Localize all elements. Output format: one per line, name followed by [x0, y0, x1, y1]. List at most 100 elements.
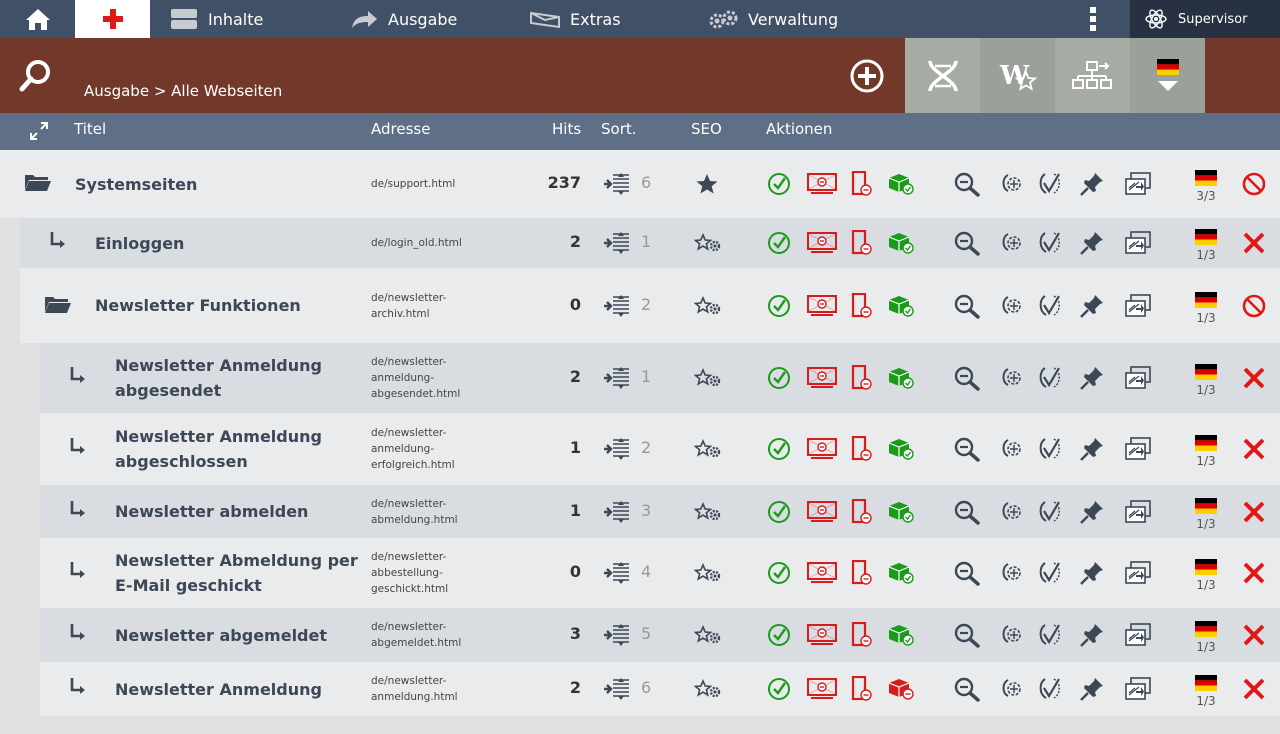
desktop-hidden-button[interactable] [807, 294, 837, 318]
german-flag-button[interactable] [1195, 675, 1217, 691]
preview-button[interactable] [953, 560, 981, 586]
sort-button[interactable] [603, 677, 631, 701]
german-flag-button[interactable] [1195, 364, 1217, 380]
published-button[interactable] [767, 294, 791, 318]
mobile-hidden-button[interactable] [851, 560, 873, 586]
folder-button[interactable] [44, 294, 72, 314]
sort-button[interactable] [603, 231, 631, 255]
sort-button[interactable] [603, 561, 631, 585]
package-ok-button[interactable] [887, 294, 915, 318]
more-menu-button[interactable] [1078, 0, 1108, 38]
table-row[interactable]: Systemseiten de/support.html 237 6 3/3 [0, 150, 1280, 218]
preview-button[interactable] [953, 171, 981, 197]
german-flag-button[interactable] [1195, 621, 1217, 637]
row-title[interactable]: Newsletter Anmeldung abgesendet [115, 356, 322, 400]
german-flag-button[interactable] [1195, 435, 1217, 451]
table-row[interactable]: Newsletter abmelden de/newsletter-abmeldu… [0, 485, 1280, 538]
pin-button[interactable] [1079, 171, 1105, 197]
published-button[interactable] [767, 677, 791, 701]
copy-button[interactable] [1124, 436, 1152, 462]
package-ok-button[interactable] [887, 623, 915, 647]
mobile-hidden-button[interactable] [851, 499, 873, 525]
row-title[interactable]: Newsletter abmelden [115, 502, 309, 521]
desktop-hidden-button[interactable] [807, 437, 837, 461]
table-row[interactable]: Einloggen de/login_old.html 2 1 1/3 [0, 218, 1280, 268]
copy-button[interactable] [1124, 171, 1152, 197]
seo-settings-button[interactable] [694, 368, 722, 388]
desktop-hidden-button[interactable] [807, 172, 837, 196]
table-row[interactable]: Newsletter Anmeldung abgeschlossen de/new… [0, 413, 1280, 485]
desktop-hidden-button[interactable] [807, 500, 837, 524]
published-button[interactable] [767, 366, 791, 390]
pin-button[interactable] [1079, 293, 1105, 319]
preview-button[interactable] [953, 622, 981, 648]
copy-button[interactable] [1124, 560, 1152, 586]
mobile-hidden-button[interactable] [851, 676, 873, 702]
approve-button[interactable] [1037, 171, 1063, 197]
package-ok-button[interactable] [887, 172, 915, 196]
column-sort[interactable]: Sort. [601, 120, 637, 138]
package-ok-button[interactable] [887, 437, 915, 461]
mobile-hidden-button[interactable] [851, 436, 873, 462]
preview-button[interactable] [953, 436, 981, 462]
mobile-hidden-button[interactable] [851, 230, 873, 256]
package-error-button[interactable] [887, 677, 915, 701]
link-button[interactable] [999, 365, 1025, 391]
disabled-button[interactable] [1242, 172, 1266, 196]
published-button[interactable] [767, 172, 791, 196]
sort-button[interactable] [603, 294, 631, 318]
table-row[interactable]: Newsletter Anmeldung abgesendet de/newsle… [0, 343, 1280, 413]
published-button[interactable] [767, 500, 791, 524]
german-flag-button[interactable] [1195, 292, 1217, 308]
link-button[interactable] [999, 622, 1025, 648]
nav-verwaltung[interactable]: Verwaltung [708, 0, 838, 38]
link-button[interactable] [999, 436, 1025, 462]
desktop-hidden-button[interactable] [807, 231, 837, 255]
seo-settings-button[interactable] [694, 563, 722, 583]
package-ok-button[interactable] [887, 561, 915, 585]
nav-extras[interactable]: Extras [530, 0, 621, 38]
package-ok-button[interactable] [887, 231, 915, 255]
seo-settings-button[interactable] [694, 679, 722, 699]
table-row[interactable]: Newsletter abgemeldet de/newsletter-abgem… [0, 608, 1280, 662]
folder-button[interactable] [24, 172, 52, 192]
column-address[interactable]: Adresse [371, 120, 431, 138]
mobile-hidden-button[interactable] [851, 293, 873, 319]
table-row[interactable]: Newsletter Abmeldung per E-Mail geschick… [0, 538, 1280, 608]
nav-ausgabe[interactable]: Ausgabe [350, 0, 457, 38]
published-button[interactable] [767, 231, 791, 255]
sort-button[interactable] [603, 437, 631, 461]
child-arrow-button[interactable] [68, 366, 88, 386]
expand-all-button[interactable] [30, 122, 48, 140]
copy-button[interactable] [1124, 676, 1152, 702]
published-button[interactable] [767, 437, 791, 461]
pin-button[interactable] [1079, 622, 1105, 648]
delete-button[interactable] [1242, 500, 1266, 524]
disabled-button[interactable] [1242, 294, 1266, 318]
user-menu[interactable]: Supervisor [1130, 0, 1280, 38]
row-title[interactable]: Newsletter Anmeldung [115, 679, 322, 699]
pin-button[interactable] [1079, 365, 1105, 391]
pin-button[interactable] [1079, 436, 1105, 462]
table-row[interactable]: Newsletter Anmeldung de/newsletter-anmeld… [0, 662, 1280, 716]
preview-button[interactable] [953, 676, 981, 702]
approve-button[interactable] [1037, 230, 1063, 256]
add-page-button[interactable] [849, 58, 885, 94]
sort-button[interactable] [603, 172, 631, 196]
link-button[interactable] [999, 171, 1025, 197]
desktop-hidden-button[interactable] [807, 366, 837, 390]
row-title[interactable]: Systemseiten [75, 174, 198, 194]
seo-settings-button[interactable] [694, 502, 722, 522]
home-button[interactable] [0, 0, 75, 38]
german-flag-button[interactable] [1195, 498, 1217, 514]
pin-button[interactable] [1079, 676, 1105, 702]
sort-button[interactable] [603, 500, 631, 524]
copy-button[interactable] [1124, 365, 1152, 391]
desktop-hidden-button[interactable] [807, 623, 837, 647]
pin-button[interactable] [1079, 499, 1105, 525]
package-ok-button[interactable] [887, 366, 915, 390]
language-select-button[interactable] [1130, 38, 1205, 113]
child-arrow-button[interactable] [68, 500, 88, 520]
mobile-hidden-button[interactable] [851, 622, 873, 648]
preview-button[interactable] [953, 499, 981, 525]
